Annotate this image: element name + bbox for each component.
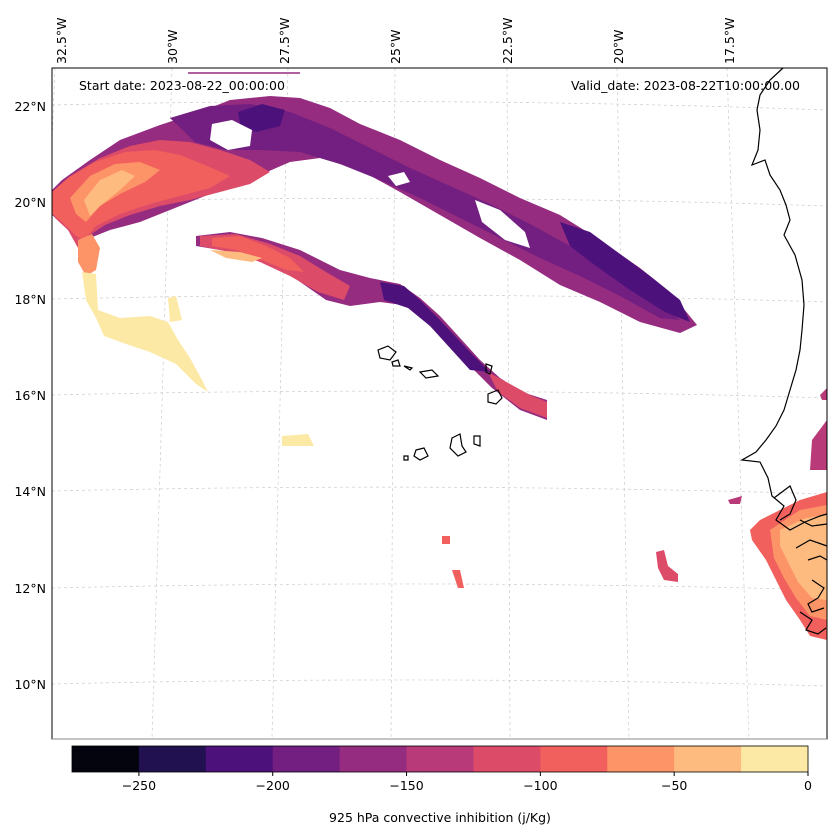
colorbar-segment xyxy=(607,746,675,772)
lon-label-27-5w: 27.5°W xyxy=(277,18,292,64)
island-sal-small xyxy=(418,369,440,379)
cin-patch-pale-mid xyxy=(282,434,314,446)
cin-hole-3 xyxy=(388,172,410,186)
colorbar-label: 925 hPa convective inhibition (j/Kg) xyxy=(329,810,551,825)
africa-coastline xyxy=(740,67,828,531)
colorbar-segment xyxy=(741,746,809,772)
colorbar-segment xyxy=(72,746,140,772)
cin-patch-pale-mid-2 xyxy=(168,296,182,322)
colorbar-segment xyxy=(138,746,207,772)
island-brava xyxy=(403,455,409,461)
cin-patch-deep-1 xyxy=(238,104,285,132)
cin-patch-small-1 xyxy=(442,536,464,588)
cin-south-band-peach xyxy=(210,250,262,262)
island-sal xyxy=(485,363,493,375)
colorbar-tick-label: −50 xyxy=(661,778,687,793)
lat-label-20n: 20°N xyxy=(14,195,46,210)
colorbar-segment xyxy=(205,746,274,772)
lat-label-22n: 22°N xyxy=(14,99,46,114)
cin-south-band-coral xyxy=(212,236,304,272)
coastlines xyxy=(377,67,828,635)
lat-label-14n: 14°N xyxy=(14,484,46,499)
colorbar-segment xyxy=(406,746,474,772)
colorbar: −250 −200 −150 −100 −50 0 xyxy=(71,745,812,793)
cin-band-peach xyxy=(84,170,135,216)
start-date-label: Start date: 2023-08-22_00:00:00 xyxy=(79,78,285,93)
island-maio xyxy=(473,435,481,447)
lat-label-18n: 18°N xyxy=(14,292,46,307)
lon-label-20w: 20°W xyxy=(611,29,626,64)
island-sao-nicolau xyxy=(403,365,414,371)
colorbar-tick-label: −250 xyxy=(122,778,156,793)
lon-label-25w: 25°W xyxy=(388,29,403,64)
lon-label-17-5w: 17.5°W xyxy=(722,18,737,64)
cin-hole-1 xyxy=(210,120,252,150)
cin-contours xyxy=(52,96,827,640)
cin-band-coral xyxy=(52,150,230,240)
lat-label-16n: 16°N xyxy=(14,388,46,403)
colorbar-tick-label: −150 xyxy=(389,778,423,793)
colorbar-frame xyxy=(71,745,809,773)
island-boa-vista xyxy=(487,389,503,405)
senegal-gambia-borders xyxy=(773,485,828,635)
cin-east-peach xyxy=(780,515,827,600)
cin-hole-2 xyxy=(475,200,530,248)
cin-patch-deep-2 xyxy=(560,222,690,322)
colorbar-segment xyxy=(339,746,408,772)
colorbar-segment xyxy=(674,746,742,772)
colorbar-segment xyxy=(473,746,541,772)
lon-label-32-5w: 32.5°W xyxy=(54,18,69,64)
colorbar-tick-label: 0 xyxy=(804,778,812,793)
cin-band-pale xyxy=(82,272,208,392)
lon-label-22-5w: 22.5°W xyxy=(500,18,515,64)
island-santo-antao xyxy=(377,345,397,361)
colorbar-tick-label: −100 xyxy=(523,778,557,793)
lat-label-12n: 12°N xyxy=(14,581,46,596)
island-sao-vicente xyxy=(391,359,401,367)
colorbar-segment xyxy=(540,746,608,772)
valid-date-label: Valid_date: 2023-08-22T10:00:00.00 xyxy=(571,78,800,93)
island-santiago xyxy=(449,433,467,457)
lat-label-10n: 10°N xyxy=(14,677,46,692)
colorbar-segment xyxy=(272,746,341,772)
cin-patch-west-africa xyxy=(656,550,678,582)
cin-south-band-deep xyxy=(380,282,490,372)
island-fogo xyxy=(413,447,429,461)
colorbar-tick-label: −200 xyxy=(256,778,290,793)
lon-label-30w: 30°W xyxy=(165,29,180,64)
